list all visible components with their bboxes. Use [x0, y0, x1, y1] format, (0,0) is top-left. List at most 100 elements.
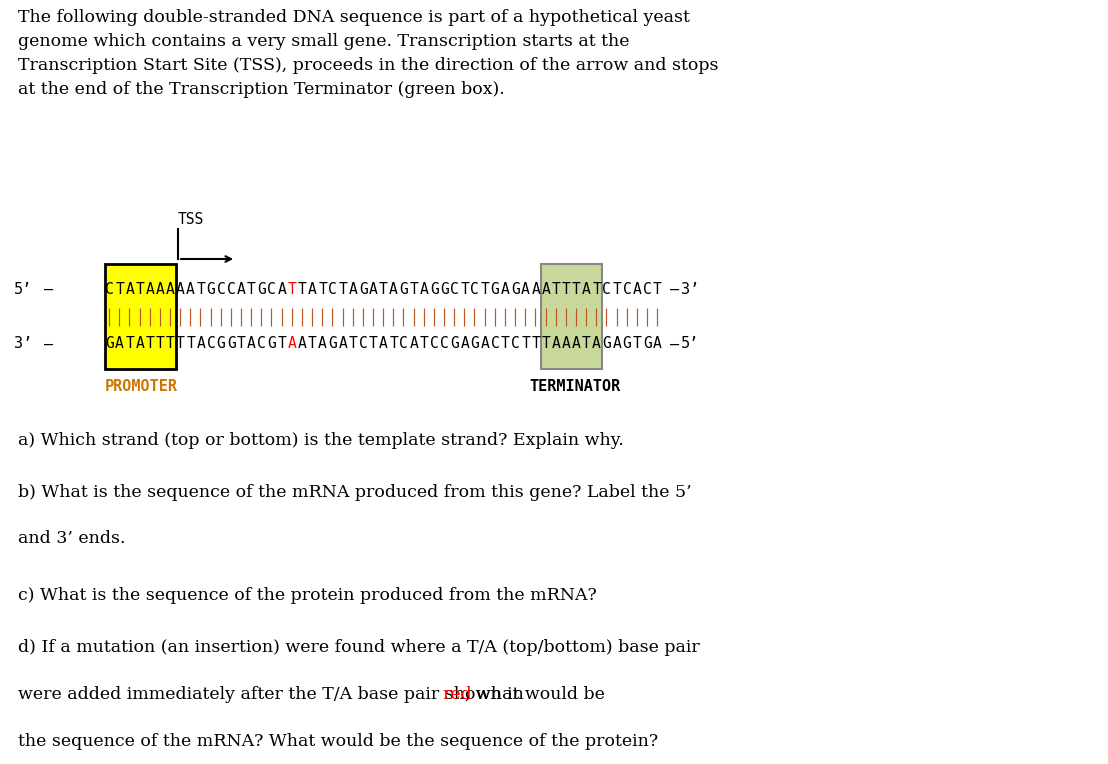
Text: T: T	[542, 336, 551, 351]
Text: TSS: TSS	[178, 212, 204, 227]
Text: A: A	[582, 281, 591, 296]
Text: C: C	[267, 281, 276, 296]
Text: A: A	[410, 336, 418, 351]
Text: T: T	[186, 336, 195, 351]
Text: d) If a mutation (an insertion) were found where a T/A (top/bottom) base pair: d) If a mutation (an insertion) were fou…	[18, 639, 700, 656]
Text: G: G	[217, 336, 225, 351]
Text: –: –	[44, 281, 53, 296]
Text: A: A	[125, 281, 134, 296]
Text: A: A	[145, 281, 154, 296]
Text: c) What is the sequence of the protein produced from the mRNA?: c) What is the sequence of the protein p…	[18, 587, 597, 604]
Text: G: G	[450, 336, 459, 351]
Text: A: A	[542, 281, 551, 296]
Text: A: A	[562, 336, 571, 351]
Text: T: T	[308, 336, 317, 351]
Text: C: C	[603, 281, 612, 296]
Text: 5’: 5’	[681, 336, 699, 351]
Text: A: A	[237, 281, 246, 296]
Text: T: T	[420, 336, 429, 351]
Text: T: T	[592, 281, 601, 296]
Text: T: T	[633, 336, 642, 351]
Text: –: –	[670, 281, 679, 296]
Text: G: G	[267, 336, 276, 351]
Text: A: A	[572, 336, 581, 351]
Text: A: A	[653, 336, 661, 351]
Text: were added immediately after the T/A base pair shown in: were added immediately after the T/A bas…	[18, 686, 530, 703]
Text: C: C	[440, 336, 449, 351]
Text: A: A	[532, 281, 540, 296]
Text: 5’: 5’	[14, 281, 32, 296]
Text: T: T	[389, 336, 398, 351]
Text: T: T	[379, 281, 388, 296]
Text: T: T	[501, 336, 510, 351]
Text: T: T	[613, 281, 622, 296]
Text: TERMINATOR: TERMINATOR	[530, 379, 620, 394]
Text: A: A	[308, 281, 317, 296]
Text: PROMOTER: PROMOTER	[105, 379, 178, 394]
Text: T: T	[532, 336, 540, 351]
Text: A: A	[369, 281, 378, 296]
Text: C: C	[328, 281, 337, 296]
Text: T: T	[552, 281, 561, 296]
Text: 3’: 3’	[681, 281, 699, 296]
Text: A: A	[298, 336, 307, 351]
Text: A: A	[135, 336, 144, 351]
Text: A: A	[379, 336, 388, 351]
Text: and 3’ ends.: and 3’ ends.	[18, 529, 125, 547]
Text: T: T	[166, 336, 175, 351]
Text: G: G	[206, 281, 215, 296]
Text: A: A	[349, 281, 358, 296]
Text: A: A	[633, 281, 642, 296]
Text: A: A	[613, 336, 622, 351]
Text: C: C	[399, 336, 408, 351]
Text: A: A	[481, 336, 490, 351]
Text: G: G	[603, 336, 612, 351]
Text: T: T	[338, 281, 347, 296]
Text: –: –	[44, 336, 53, 351]
Text: C: C	[643, 281, 652, 296]
Text: C: C	[450, 281, 459, 296]
Text: T: T	[277, 336, 286, 351]
Text: T: T	[653, 281, 661, 296]
Text: A: A	[318, 336, 327, 351]
Text: A: A	[186, 281, 195, 296]
Text: T: T	[115, 281, 124, 296]
Text: The following double-stranded DNA sequence is part of a hypothetical yeast
genom: The following double-stranded DNA sequen…	[18, 9, 718, 99]
Text: A: A	[156, 281, 164, 296]
Text: G: G	[328, 336, 337, 351]
Text: T: T	[572, 281, 581, 296]
Text: G: G	[491, 281, 500, 296]
Text: C: C	[227, 281, 236, 296]
Text: T: T	[521, 336, 530, 351]
Text: C: C	[105, 281, 114, 296]
Text: A: A	[196, 336, 205, 351]
Text: G: G	[105, 336, 114, 351]
Text: A: A	[247, 336, 256, 351]
Text: A: A	[420, 281, 429, 296]
FancyBboxPatch shape	[105, 264, 176, 369]
Text: T: T	[247, 281, 256, 296]
Text: the sequence of the mRNA? What would be the sequence of the protein?: the sequence of the mRNA? What would be …	[18, 733, 658, 749]
Text: C: C	[359, 336, 368, 351]
Text: G: G	[440, 281, 449, 296]
Text: T: T	[298, 281, 307, 296]
Text: G: G	[359, 281, 368, 296]
Text: G: G	[643, 336, 652, 351]
Text: C: C	[491, 336, 500, 351]
Text: a) Which strand (top or bottom) is the template strand? Explain why.: a) Which strand (top or bottom) is the t…	[18, 432, 624, 449]
Text: 3’: 3’	[14, 336, 32, 351]
Text: G: G	[623, 336, 632, 351]
Text: A: A	[166, 281, 175, 296]
Text: A: A	[288, 336, 297, 351]
Text: T: T	[156, 336, 164, 351]
Text: G: G	[430, 281, 439, 296]
Text: A: A	[176, 281, 185, 296]
Text: A: A	[115, 336, 124, 351]
Text: T: T	[176, 336, 185, 351]
Text: red: red	[442, 686, 472, 703]
Text: T: T	[460, 281, 469, 296]
Text: T: T	[481, 281, 490, 296]
Text: A: A	[277, 281, 286, 296]
Text: T: T	[145, 336, 154, 351]
Text: T: T	[125, 336, 134, 351]
